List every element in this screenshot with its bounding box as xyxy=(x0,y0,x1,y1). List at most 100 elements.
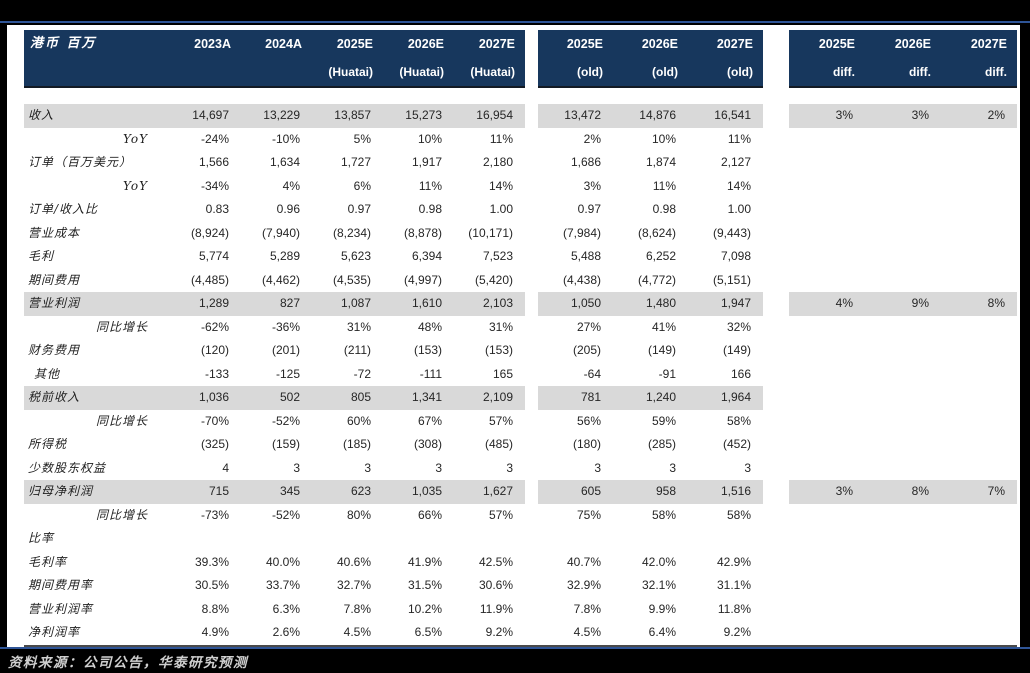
cell-value: -111 xyxy=(419,366,442,381)
row-label: 少数股东权益 xyxy=(28,460,107,475)
cell-value: 5,774 xyxy=(198,249,229,263)
cell-value xyxy=(789,410,865,434)
column-gap xyxy=(763,104,789,128)
col-header-sub: (Huatai) xyxy=(454,58,525,88)
cell-value xyxy=(789,527,865,551)
column-gap xyxy=(763,574,789,598)
row-label: 毛利率 xyxy=(28,554,68,569)
cell-value: 5% xyxy=(353,131,371,146)
cell-value: (180) xyxy=(572,437,601,451)
top-rule xyxy=(0,21,1030,23)
cell-value: 2,109 xyxy=(454,386,525,410)
cell-value xyxy=(865,175,941,199)
table-unit-header-spacer xyxy=(24,58,170,88)
cell-value xyxy=(941,504,1017,528)
header-body-spacer xyxy=(24,86,1017,104)
cell-value: 781 xyxy=(538,386,613,410)
cell-value: 6.5% xyxy=(414,625,442,639)
cell-value: (149) xyxy=(647,343,676,357)
column-gap xyxy=(525,221,538,245)
cell-value: 0.96 xyxy=(276,202,300,216)
cell-value xyxy=(789,316,865,340)
cell-value: 623 xyxy=(312,480,383,504)
cell-value: 4% xyxy=(282,178,300,193)
col-header-sub: diff. xyxy=(789,58,865,88)
cell-value: 7,523 xyxy=(482,249,513,263)
cell-value xyxy=(789,269,865,293)
table-row: 期间费用 (4,485) (4,462) (4,535) (4,997) (5,420) (… xyxy=(24,268,1017,293)
cell-value xyxy=(241,527,312,551)
cell-value: (201) xyxy=(271,343,300,357)
cell-value xyxy=(941,245,1017,269)
cell-value: (4,485) xyxy=(190,272,229,287)
cell-value: -10% xyxy=(271,131,300,146)
cell-value xyxy=(941,433,1017,457)
cell-value: 2% xyxy=(583,131,601,146)
cell-value: 2,103 xyxy=(454,292,525,316)
cell-value: 1.00 xyxy=(489,202,513,216)
cell-value: 59% xyxy=(651,413,676,428)
cell-value: (185) xyxy=(342,437,371,451)
cell-value xyxy=(789,175,865,199)
cell-value xyxy=(789,245,865,269)
cell-value: 1,035 xyxy=(383,480,454,504)
col-header-sub: diff. xyxy=(865,58,941,88)
cell-value xyxy=(688,527,763,551)
cell-value: -70% xyxy=(200,413,229,428)
cell-value xyxy=(941,386,1017,410)
table-header-subrow: (Huatai) (Huatai) (Huatai) (old) (old) (old) d… xyxy=(24,58,1017,88)
cell-value: 3 xyxy=(364,460,371,475)
cell-value: 32.9% xyxy=(566,578,601,592)
cell-value: -64 xyxy=(583,366,601,381)
column-gap xyxy=(525,104,538,128)
cell-value: 16,541 xyxy=(688,104,763,128)
cell-value: 1,087 xyxy=(312,292,383,316)
col-header-sub xyxy=(170,58,241,88)
cell-value: 9.9% xyxy=(648,601,676,616)
column-gap xyxy=(525,315,538,339)
row-label: 同比增长 xyxy=(95,507,148,522)
table-row: 订单/收入比 0.83 0.96 0.97 0.98 1.00 0.97 0.98 1.00 xyxy=(24,198,1017,222)
cell-value: 11% xyxy=(489,131,513,146)
row-label: 订单/收入比 xyxy=(28,202,99,216)
cell-value xyxy=(941,574,1017,598)
cell-value xyxy=(941,363,1017,387)
cell-value: (452) xyxy=(722,437,751,451)
cell-value: 58% xyxy=(726,413,751,428)
cell-value: 3 xyxy=(594,460,601,475)
cell-value: 3 xyxy=(293,460,300,475)
cell-value xyxy=(789,128,865,152)
cell-value: 14% xyxy=(488,178,513,193)
cell-value: 14,697 xyxy=(170,104,241,128)
cell-value: (4,462) xyxy=(261,272,300,287)
cell-value xyxy=(789,457,865,481)
col-header-year: 2024A xyxy=(241,30,312,59)
column-gap xyxy=(525,268,538,292)
cell-value: 42.5% xyxy=(478,554,513,569)
cell-value: -36% xyxy=(271,319,300,334)
cell-value: 1,947 xyxy=(688,292,763,316)
cell-value: 3 xyxy=(744,460,751,475)
cell-value: 39.3% xyxy=(194,554,229,569)
cell-value: 57% xyxy=(488,413,513,428)
column-gap xyxy=(763,245,789,269)
cell-value: (120) xyxy=(200,343,229,357)
column-gap xyxy=(525,621,538,645)
cell-value: 1,686 xyxy=(570,155,601,169)
table-row: 营业利润率 8.8% 6.3% 7.8% 10.2% 11.9% 7.8% 9.9% 11.8% xyxy=(24,597,1017,621)
cell-value: 11% xyxy=(418,178,442,193)
cell-value xyxy=(941,198,1017,222)
cell-value: 1.00 xyxy=(727,202,751,216)
cell-value: 1,964 xyxy=(688,386,763,410)
row-label: 营业利润率 xyxy=(28,601,94,616)
cell-value: 165 xyxy=(492,366,513,381)
table-row: YoY -24% -10% 5% 10% 11% 2% 10% 11% xyxy=(24,127,1017,152)
cell-value xyxy=(941,316,1017,340)
cell-value: 166 xyxy=(730,366,751,381)
col-header-year: 2025E xyxy=(312,30,383,59)
table-row: 少数股东权益 4 3 3 3 3 3 3 3 xyxy=(24,456,1017,481)
col-header-sub: (old) xyxy=(613,58,688,88)
table-row: 净利润率 4.9% 2.6% 4.5% 6.5% 9.2% 4.5% 6.4% 9.2% xyxy=(24,621,1017,645)
column-gap xyxy=(763,597,789,621)
cell-value: 30.5% xyxy=(194,578,229,592)
